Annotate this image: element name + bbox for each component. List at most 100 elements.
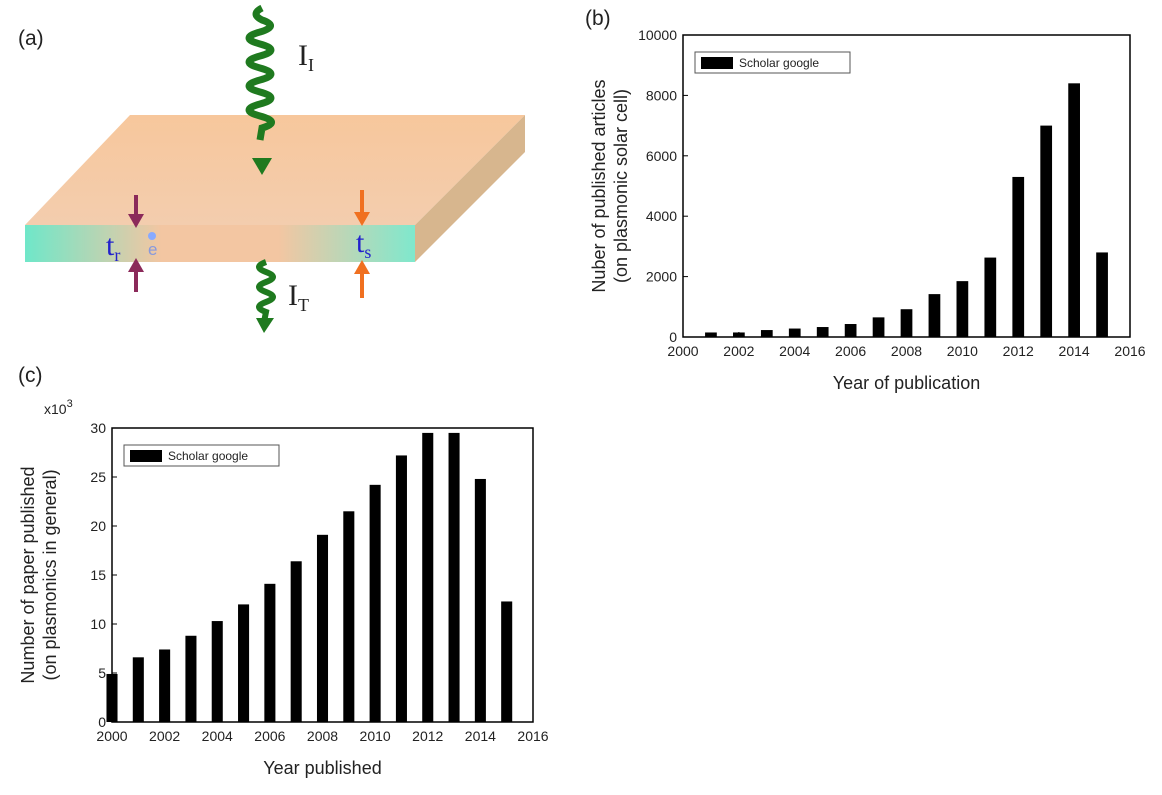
bar <box>264 583 276 722</box>
y-tick-label: 30 <box>90 420 106 436</box>
x-tick-label: 2010 <box>947 343 978 359</box>
y-multiplier: x103 <box>44 398 73 417</box>
legend-swatch <box>701 57 733 69</box>
bar <box>956 281 969 337</box>
base: x10 <box>44 401 67 417</box>
x-tick-label: 2010 <box>360 728 391 744</box>
sub: r <box>114 245 120 265</box>
electron-dot <box>148 232 156 240</box>
bar <box>316 534 329 722</box>
bar <box>816 327 829 337</box>
x-tick-label: 2004 <box>779 343 810 359</box>
sub: s <box>364 242 371 262</box>
slab-front <box>25 225 415 262</box>
y-axis-title: Nuber of published articles <box>589 79 609 292</box>
bar <box>474 478 486 722</box>
transmitted-wave <box>256 259 276 323</box>
x-tick-label: 2002 <box>723 343 754 359</box>
x-tick-label: 2012 <box>1003 343 1034 359</box>
y-tick-label: 20 <box>90 518 106 534</box>
main: I <box>298 39 308 72</box>
legend-box <box>694 51 851 74</box>
main: t <box>106 229 115 262</box>
bar <box>238 604 250 722</box>
right-arrows <box>354 190 370 298</box>
slab-top <box>25 115 525 225</box>
incident-label: II <box>298 39 314 75</box>
y-tick-label: 5 <box>98 665 106 681</box>
bar <box>501 601 513 722</box>
bar <box>900 309 913 337</box>
x-tick-label: 2016 <box>1114 343 1145 359</box>
y-tick-label: 10 <box>90 616 106 632</box>
chart: (c) 0 5 10 15 20 25 30 2000 2002 2004 2006 2008 2010 2… <box>18 364 549 778</box>
bar <box>1068 83 1080 337</box>
y-tick-label: 15 <box>90 567 106 583</box>
panel-label: (c) <box>18 364 43 387</box>
bar <box>132 657 144 722</box>
x-axis-title: Year published <box>263 758 381 778</box>
bar <box>1096 252 1108 337</box>
bar <box>185 635 197 722</box>
bar <box>872 317 885 337</box>
legend-swatch <box>130 450 162 462</box>
y-tick-label: 0 <box>669 329 677 345</box>
y-tick-label: 6000 <box>646 148 677 164</box>
legend-box <box>123 444 280 467</box>
y-tick-label: 0 <box>98 714 106 730</box>
left-arrows <box>128 195 144 292</box>
left-label: tr <box>106 229 120 265</box>
x-tick-label: 2014 <box>465 728 496 744</box>
bar <box>290 561 302 722</box>
bar <box>343 511 355 722</box>
x-tick-label: 2006 <box>254 728 285 744</box>
x-tick-label: 2014 <box>1059 343 1090 359</box>
y-axis-title: (on plasmonics in general) <box>40 469 60 680</box>
x-tick-label: 2008 <box>891 343 922 359</box>
x-tick-label: 2016 <box>517 728 548 744</box>
bar <box>1040 125 1053 337</box>
arrow-head <box>256 318 274 333</box>
bar <box>159 649 171 722</box>
y-tick-label: 8000 <box>646 87 677 103</box>
slab-side <box>415 115 525 262</box>
legend-label: Scholar google <box>168 449 248 463</box>
exponent: 3 <box>67 398 73 410</box>
x-axis-title: Year of publication <box>833 373 980 393</box>
bar <box>422 432 434 722</box>
electron-label: e <box>148 240 157 259</box>
main: I <box>288 279 298 312</box>
x-tick-label: 2002 <box>149 728 180 744</box>
main: t <box>356 226 365 259</box>
y-tick-label: 10000 <box>638 27 677 43</box>
bar <box>705 332 717 337</box>
y-axis-title: (on plasmonic solar cell) <box>611 89 631 283</box>
sub: T <box>298 295 309 315</box>
transmitted-label: IT <box>288 279 309 315</box>
sub: I <box>308 55 314 75</box>
bar <box>1012 176 1025 337</box>
y-tick-label: 2000 <box>646 269 677 285</box>
bar <box>369 484 381 722</box>
bar <box>984 257 997 337</box>
incident-wave <box>245 4 275 141</box>
panel-label: (b) <box>585 7 611 30</box>
x-tick-label: 2006 <box>835 343 866 359</box>
x-tick-label: 2000 <box>96 728 127 744</box>
arrow-head <box>252 158 272 175</box>
y-tick-label: 25 <box>90 469 106 485</box>
bar <box>395 455 407 722</box>
bar <box>211 621 223 722</box>
legend-label: Scholar google <box>739 56 819 70</box>
right-label: ts <box>356 226 371 262</box>
x-tick-label: 2000 <box>667 343 698 359</box>
x-tick-label: 2008 <box>307 728 338 744</box>
bar <box>928 294 941 337</box>
x-tick-label: 2012 <box>412 728 443 744</box>
panel-label: (a) <box>18 27 44 50</box>
diagram: (a) II IT tr e ts <box>18 4 525 333</box>
bar <box>844 324 857 337</box>
y-axis-title: Number of paper published <box>18 466 38 683</box>
